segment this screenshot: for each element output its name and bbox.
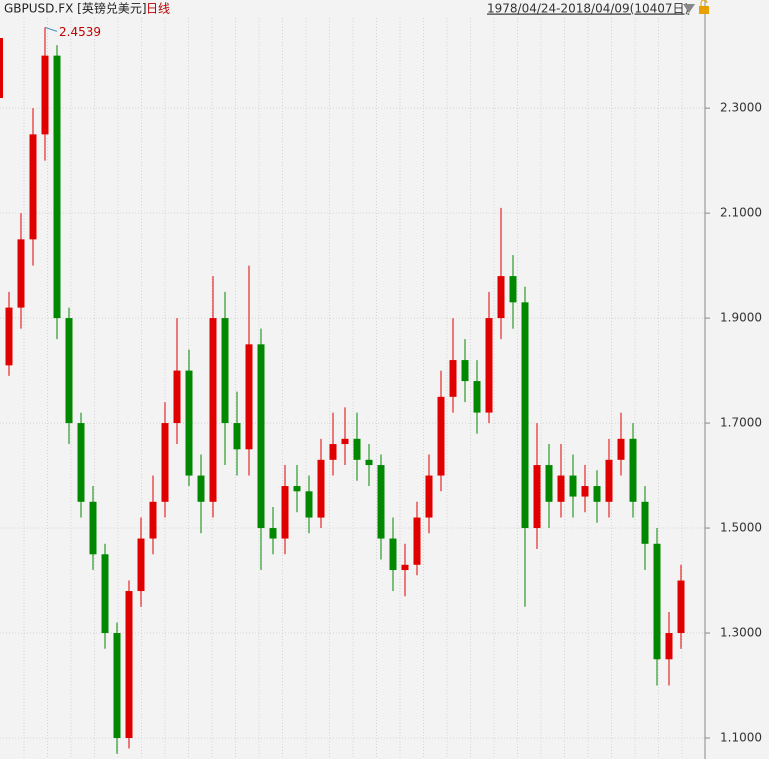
candle-body	[425, 475, 433, 518]
candle-body	[605, 459, 613, 502]
candle-body	[89, 501, 97, 555]
candle-body	[173, 370, 181, 424]
candle-body	[77, 423, 85, 502]
candle-body	[329, 444, 337, 460]
candle-body	[209, 318, 217, 502]
dropdown-icon[interactable]	[683, 4, 695, 13]
lock-shackle	[700, 0, 708, 6]
max-pointer	[44, 26, 58, 32]
y-tick-label: 1.3000	[720, 626, 762, 640]
candle-body	[497, 276, 505, 319]
candle-body	[221, 318, 229, 424]
y-tick-label: 1.9000	[720, 311, 762, 325]
candle-body	[149, 501, 157, 539]
side-marker	[0, 38, 3, 98]
y-tick-label: 1.5000	[720, 521, 762, 535]
candle-body	[365, 459, 373, 466]
date-range[interactable]: 1978/04/24-2018/04/09(10407日)	[487, 2, 689, 16]
candle-body	[665, 633, 673, 660]
candle-body	[545, 465, 553, 502]
y-tick-label: 2.3000	[720, 101, 762, 115]
candle-body	[401, 564, 409, 571]
candle-body	[473, 381, 481, 413]
y-tick-label: 2.1000	[720, 206, 762, 220]
candle-body	[341, 438, 349, 445]
candle-body	[629, 438, 637, 502]
symbol: GBPUSD.FX [英镑兑美元]	[4, 1, 147, 16]
candle-body	[617, 438, 625, 460]
vertical-grid	[23, 18, 683, 759]
candle-body	[17, 239, 25, 308]
candle-body	[449, 360, 457, 397]
candle-body	[65, 318, 73, 424]
candle-body	[413, 517, 421, 565]
candle-body	[281, 486, 289, 539]
candle-body	[233, 423, 241, 450]
candle-body	[641, 501, 649, 544]
candle-body	[461, 360, 469, 382]
candle-body	[653, 543, 661, 660]
candle-body	[485, 318, 493, 413]
candle-body	[353, 438, 361, 460]
candle-body	[101, 554, 109, 634]
candle-body	[581, 486, 589, 497]
lock-icon[interactable]	[699, 6, 709, 14]
candle-body	[377, 465, 385, 539]
candle-body	[257, 344, 265, 529]
candle-body	[197, 475, 205, 502]
candle-body	[41, 55, 49, 135]
candle-body	[677, 580, 685, 634]
candle-body	[437, 396, 445, 476]
y-tick-label: 1.1000	[720, 731, 762, 745]
candle-body	[389, 538, 397, 571]
candle-body	[185, 370, 193, 476]
candle-body	[557, 475, 565, 502]
candle-body	[125, 591, 133, 739]
candle-body	[593, 486, 601, 502]
candle-body	[533, 465, 541, 529]
candle-body	[161, 423, 169, 502]
candle-body	[53, 55, 61, 319]
candle-body	[569, 475, 577, 497]
candle-body	[509, 276, 517, 303]
max-label: 2.4539	[59, 25, 101, 39]
candle-body	[521, 302, 529, 529]
candle-body	[293, 486, 301, 492]
y-tick-label: 1.7000	[720, 416, 762, 430]
candle-body	[137, 538, 145, 592]
candle-body	[245, 344, 253, 450]
period: 日线	[146, 2, 170, 16]
candle-body	[269, 528, 277, 539]
candle-body	[29, 134, 37, 240]
candle-body	[113, 633, 121, 739]
candle-body	[5, 307, 13, 366]
candle-body	[305, 491, 313, 518]
candle-body	[317, 459, 325, 518]
